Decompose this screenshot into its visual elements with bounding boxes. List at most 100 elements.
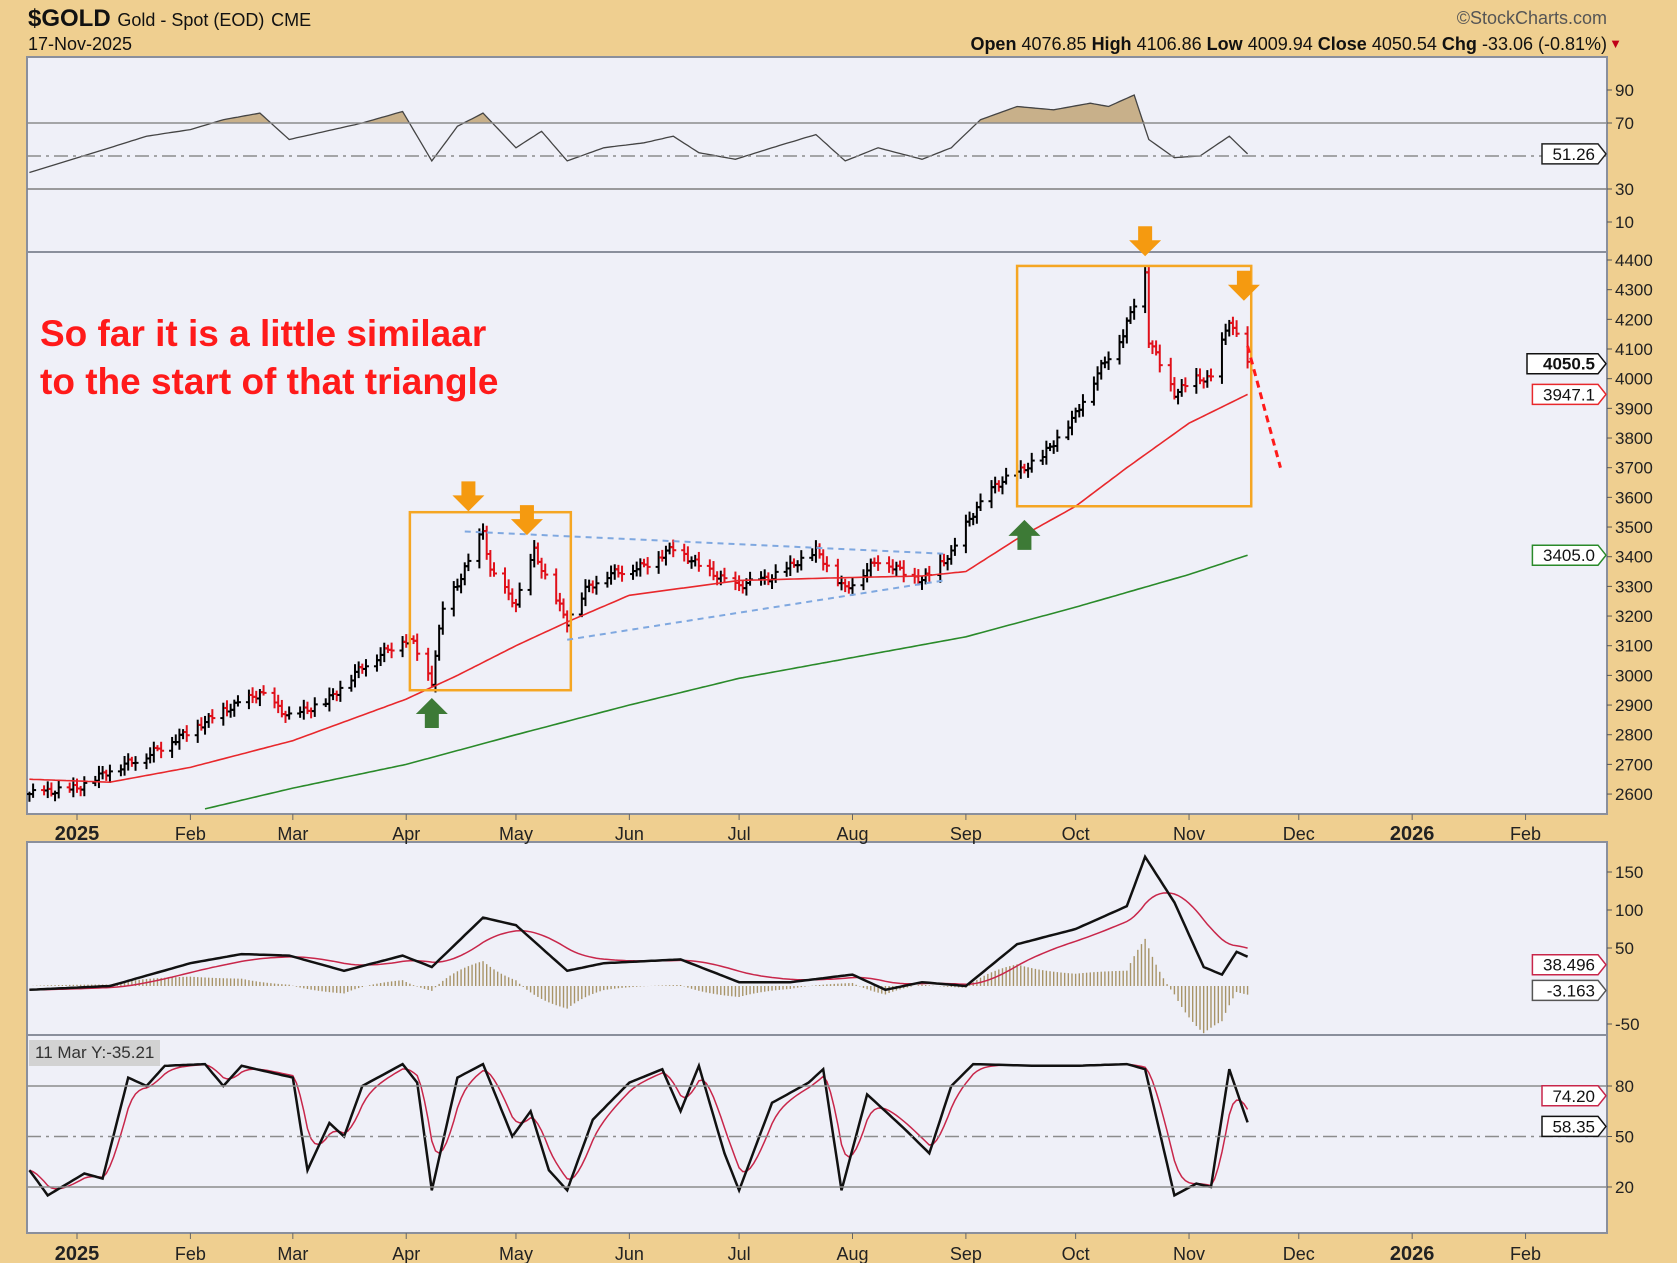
y-tick-label: 10 — [1615, 213, 1634, 232]
y-tick-label: 4000 — [1615, 370, 1653, 389]
down-triangle-icon: ▼ — [1609, 36, 1622, 51]
x-tick-label: Oct — [1062, 824, 1090, 844]
sma200-line — [204, 554, 1248, 810]
stoch-k-line — [28, 1061, 1249, 1198]
price-bar — [286, 706, 293, 720]
brand-link[interactable]: ©StockCharts.com — [1456, 8, 1607, 28]
stoch-d-tag-label: 74.20 — [1552, 1087, 1595, 1106]
x-tick-label: May — [499, 1244, 533, 1263]
panel-0 — [26, 56, 1608, 253]
close-label: Close — [1317, 34, 1367, 54]
open-label: Open — [970, 34, 1017, 54]
panel-layer-2 — [29, 854, 1249, 1034]
x-tick-label: Nov — [1173, 824, 1205, 844]
stoch-k-tag-label: 58.35 — [1552, 1117, 1595, 1136]
x-tick-label: Oct — [1062, 1244, 1090, 1263]
x-tick-label: Jun — [615, 1244, 644, 1263]
rsi-last-tag — [1541, 143, 1607, 165]
y-tick-label: 4100 — [1615, 340, 1653, 359]
x-tick-label: Mar — [277, 1244, 308, 1263]
y-tick-label: 50 — [1615, 939, 1634, 958]
x-tick-label: Aug — [836, 1244, 868, 1263]
sma200-tag-label: 3405.0 — [1543, 546, 1595, 565]
sma50-line — [29, 393, 1248, 784]
rsi-overbought-fill — [29, 94, 1248, 123]
price-bar — [977, 493, 984, 512]
price-bar — [900, 560, 907, 583]
triangle-trendline — [567, 579, 945, 641]
triangle-trendline — [464, 530, 944, 555]
x-tick-label: Feb — [175, 1244, 206, 1263]
highlight-box — [1015, 264, 1253, 508]
macd-last-tag-label: 38.496 — [1543, 956, 1595, 975]
price-bar — [798, 550, 805, 571]
price-bar — [209, 709, 216, 724]
up-arrow-icon — [415, 697, 448, 728]
price-bar — [823, 556, 830, 573]
price-bar — [695, 551, 702, 572]
price-bar — [1105, 351, 1112, 370]
hist-last-tag — [1531, 979, 1607, 1002]
y-tick-label: 150 — [1615, 863, 1643, 882]
annotation-text: So far it is a little similaar to the st… — [40, 310, 498, 406]
y-tick-label: 20 — [1615, 1178, 1634, 1197]
x-tick-label: Feb — [175, 824, 206, 844]
y-tick-label: 3900 — [1615, 399, 1653, 418]
sma50-tag — [1531, 383, 1607, 406]
x-tick-label: 2026 — [1390, 1243, 1435, 1263]
price-bar — [670, 539, 677, 558]
price-bar — [1156, 344, 1163, 373]
price-bar — [362, 659, 369, 677]
price-bar — [1233, 320, 1240, 337]
price-bar — [439, 601, 446, 635]
y-tick-label: 3100 — [1615, 637, 1653, 656]
price-bar — [951, 537, 958, 556]
x-tick-label: Jun — [615, 824, 644, 844]
price-bar — [81, 776, 88, 797]
x-tick-label: 2025 — [55, 1243, 100, 1263]
price-bar — [414, 633, 421, 661]
x-tick-label: Sep — [950, 824, 982, 844]
x-tick-label: Jul — [728, 824, 751, 844]
price-bar — [1182, 377, 1189, 393]
y-tick-label: 3200 — [1615, 607, 1653, 626]
x-tick-label: Mar — [277, 824, 308, 844]
stoch-k-tag — [1541, 1115, 1607, 1138]
price-bar — [593, 575, 600, 595]
close-tag — [1526, 352, 1607, 375]
price-bar — [30, 783, 37, 798]
x-tick-label: 2026 — [1390, 823, 1435, 845]
down-arrow-icon — [510, 505, 543, 536]
y-tick-label: 90 — [1615, 81, 1634, 100]
stoch-d-tag — [1541, 1085, 1607, 1107]
y-tick-label: 2700 — [1615, 755, 1653, 774]
panel-layer-0 — [29, 94, 1249, 174]
panel-2 — [26, 841, 1608, 1036]
y-tick-label: 4400 — [1615, 251, 1653, 270]
y-tick-label: 3700 — [1615, 459, 1653, 478]
price-bar — [721, 567, 728, 583]
open-value: 4076.85 — [1021, 34, 1087, 54]
price-bar — [106, 764, 113, 783]
price-bar — [337, 680, 344, 702]
chart-title: $GOLD Gold - Spot (EOD) CME — [28, 5, 311, 33]
price-bar — [516, 582, 523, 608]
price-bar — [465, 553, 472, 572]
price-bar — [1003, 467, 1010, 485]
y-tick-label: 3400 — [1615, 548, 1653, 567]
y-tick-label: 2800 — [1615, 726, 1653, 745]
price-bar — [1207, 368, 1214, 382]
crosshair-tooltip: 11 Mar Y:-35.21 — [29, 1040, 161, 1066]
macd-last-tag — [1531, 953, 1607, 976]
annotation-line-1: So far it is a little similaar — [40, 313, 487, 354]
panel-layer-3 — [28, 1061, 1249, 1198]
y-tick-label: 3600 — [1615, 488, 1653, 507]
rsi-last-tag-label: 51.26 — [1552, 145, 1595, 164]
price-bar — [158, 741, 165, 759]
x-tick-label: 2025 — [55, 823, 100, 845]
y-tick-label: 3800 — [1615, 429, 1653, 448]
y-tick-label: 2900 — [1615, 696, 1653, 715]
sma50-tag-label: 3947.1 — [1543, 385, 1595, 404]
x-tick-label: Aug — [836, 824, 868, 844]
